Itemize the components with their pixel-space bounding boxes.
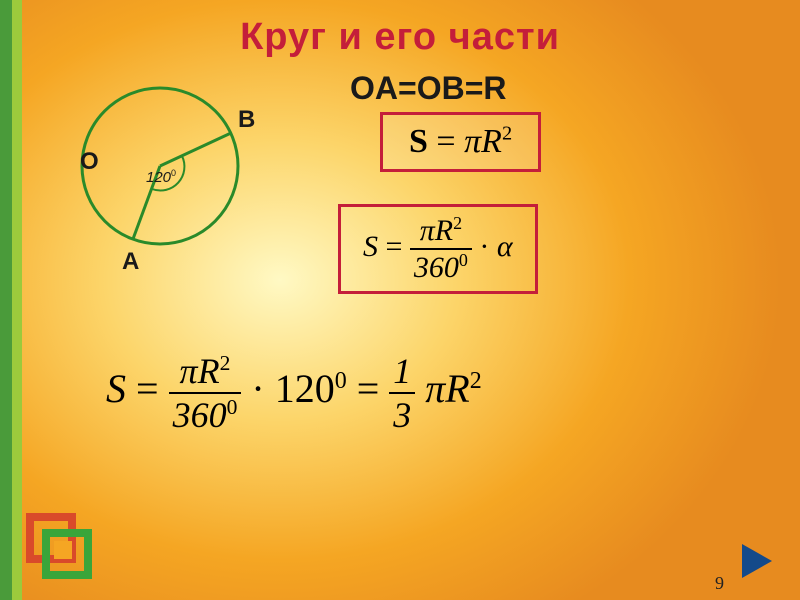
worked-example: S = πR2 3600 · 1200 = 1 3 πR2 bbox=[106, 350, 482, 436]
next-button[interactable] bbox=[734, 538, 780, 584]
label-point-a: A bbox=[122, 248, 139, 276]
page-number: 9 bbox=[715, 573, 724, 594]
left-accent-bar-dark bbox=[0, 0, 12, 600]
page-title: Круг и его части bbox=[240, 16, 560, 59]
circle-diagram: O B A 1200 bbox=[70, 76, 250, 256]
radius-identity: OA=OB=R bbox=[350, 70, 506, 107]
formula-area-sector: S = πR2 3600 · α bbox=[338, 204, 538, 294]
label-center-o: O bbox=[80, 148, 99, 176]
label-point-b: B bbox=[238, 106, 255, 134]
next-arrow-icon bbox=[736, 540, 778, 582]
formula-area-circle: S = πR2 bbox=[380, 112, 541, 172]
corner-logo bbox=[24, 499, 104, 584]
angle-label: 1200 bbox=[146, 168, 176, 186]
left-accent-bar-light bbox=[12, 0, 22, 600]
